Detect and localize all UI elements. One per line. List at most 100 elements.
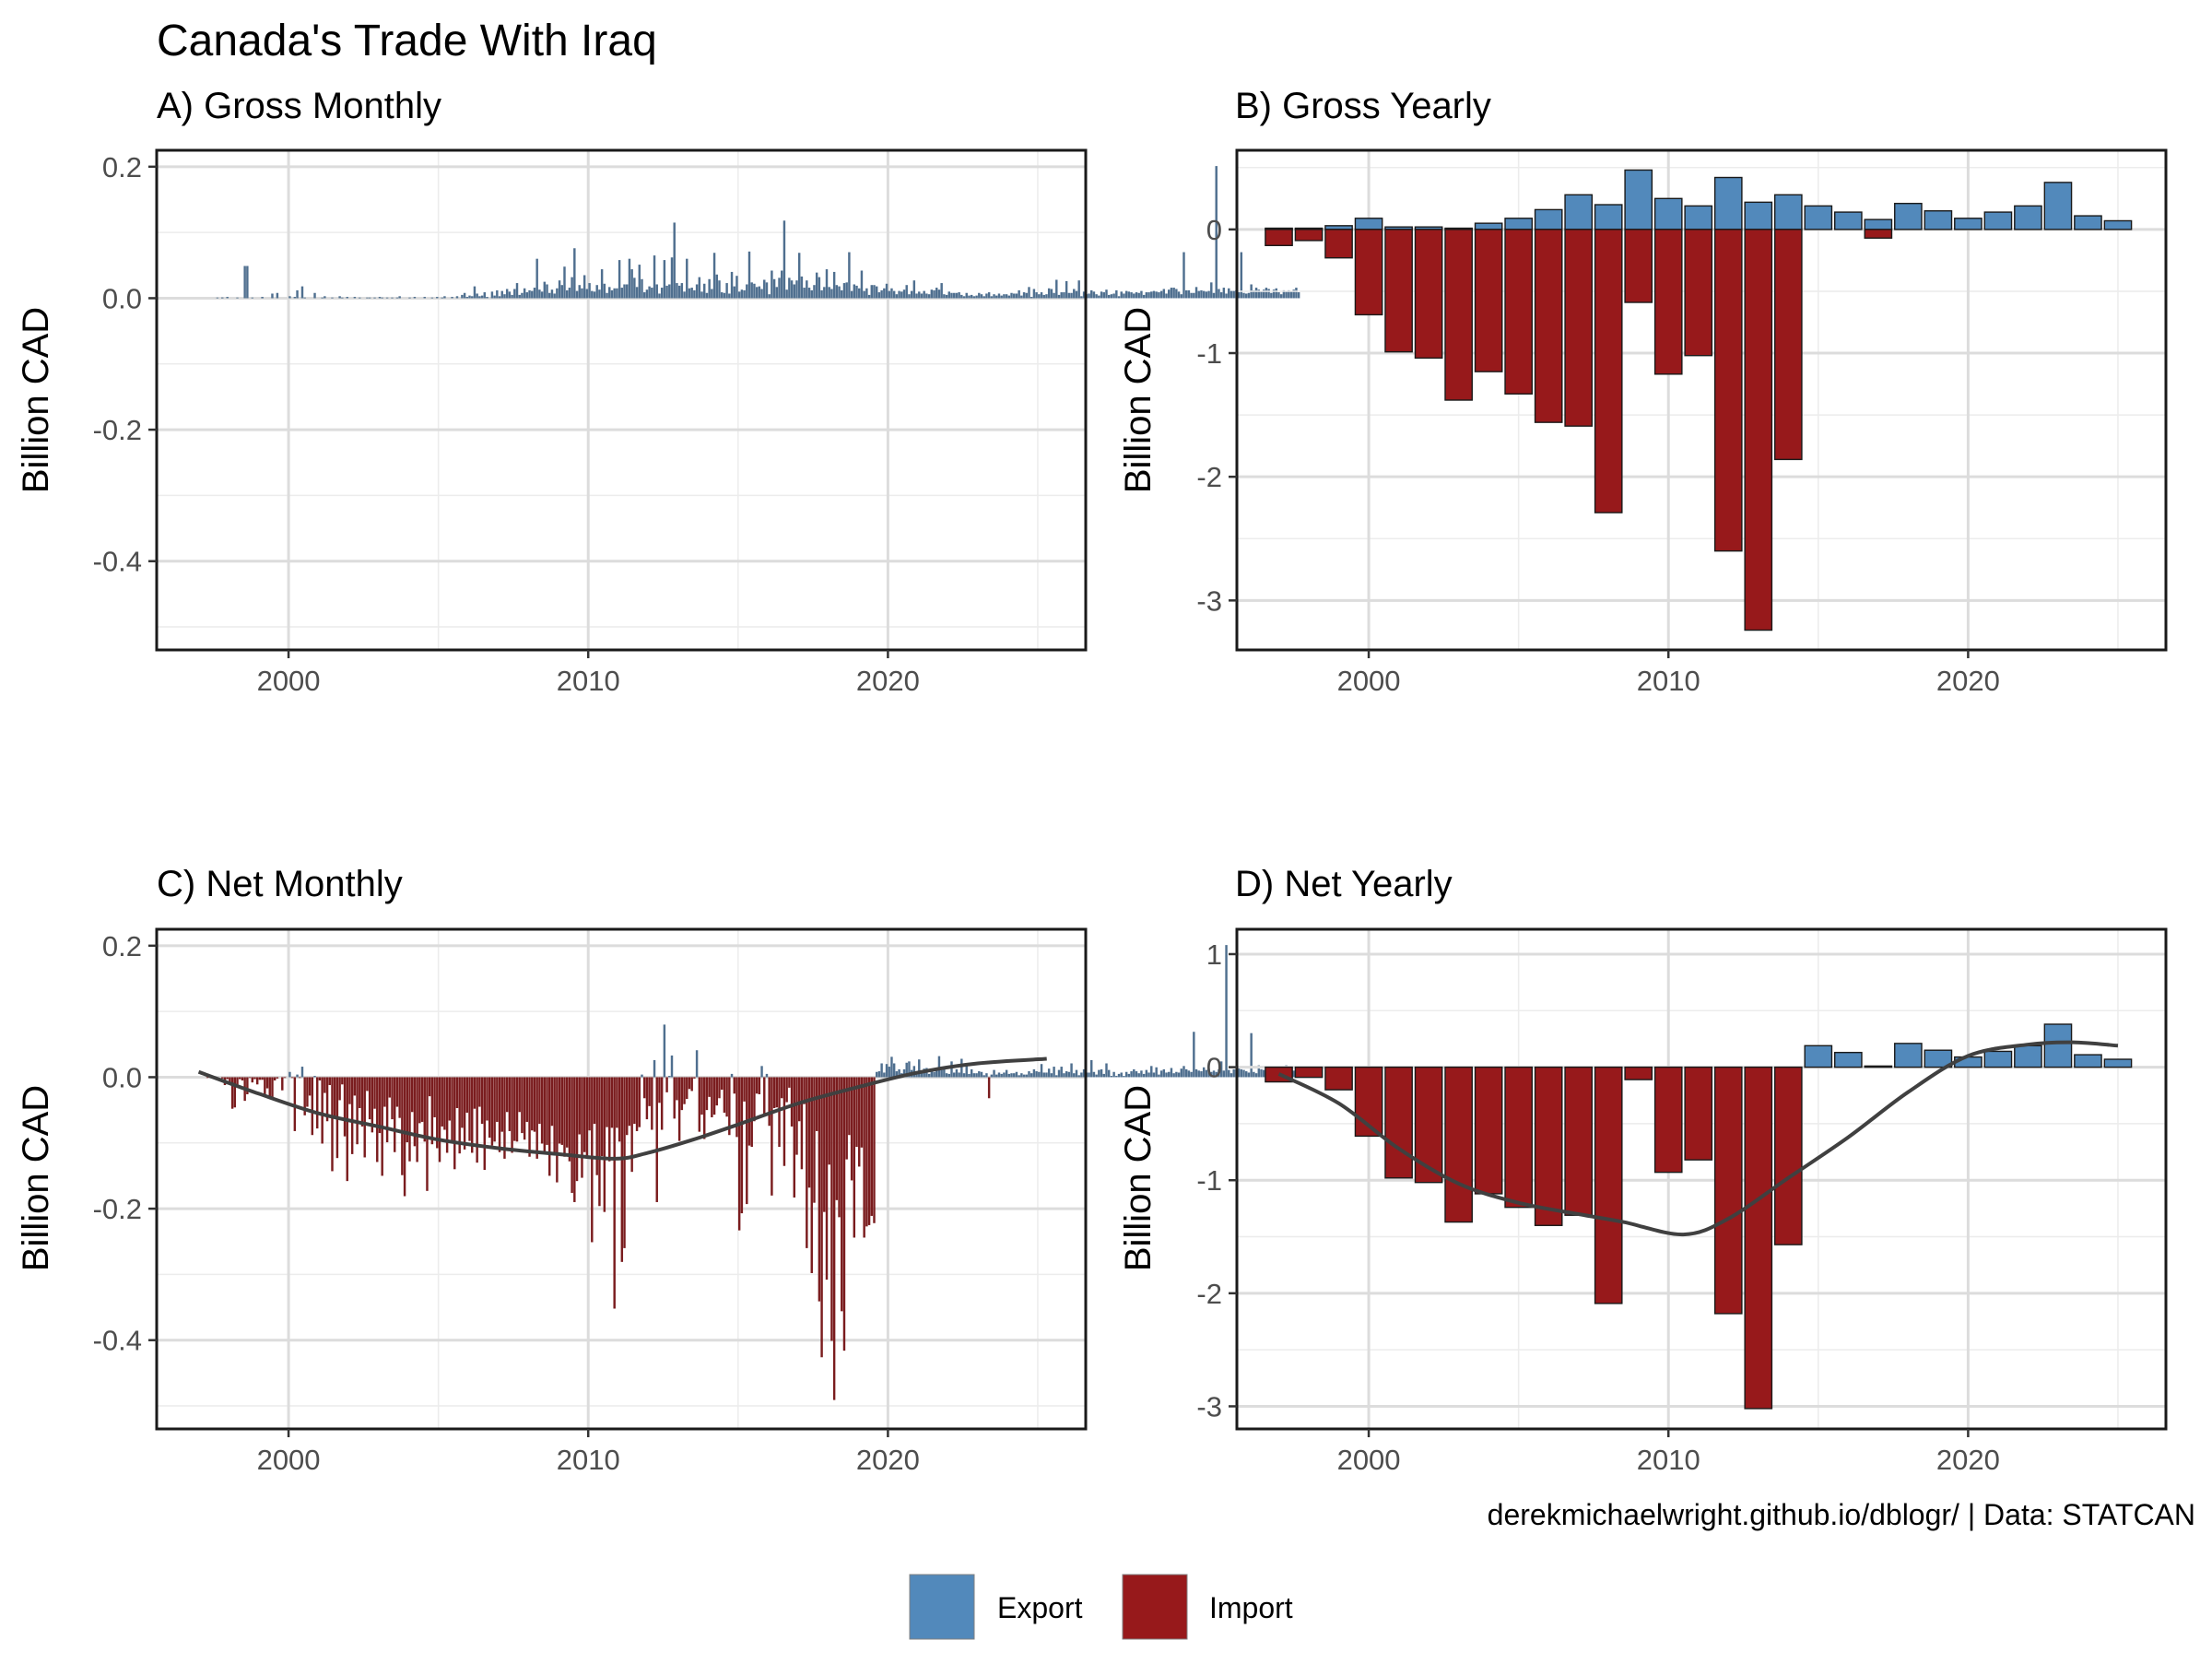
panel-c-bar (1110, 1076, 1113, 1078)
panel-a-bar (1225, 293, 1228, 299)
panel-a-bar (755, 287, 759, 299)
panel-c-bar (426, 1077, 429, 1191)
panel-c-bar (1257, 1065, 1260, 1078)
panel-a-bar (1288, 289, 1290, 299)
panel-d-bar (1474, 1066, 1503, 1195)
panel-d-plot: 2000 2010 2020 1 0 -1 -2 -3 (1196, 927, 2168, 1476)
panel-c-bar (241, 1077, 244, 1081)
panel-c-bar (873, 1077, 876, 1223)
panel-c-bar (1200, 1071, 1203, 1078)
panel-c-bar (1242, 1069, 1245, 1078)
panel-a-bar (246, 266, 249, 299)
panel-c-bar (835, 1077, 839, 1200)
panel-a-bar (1115, 289, 1118, 299)
panel-a-bar (841, 289, 843, 299)
panel-a-bar (503, 294, 506, 299)
panel-c-bar (455, 1077, 459, 1108)
panel-c-bar (616, 1077, 618, 1128)
panel-c-bar (1098, 1069, 1100, 1078)
panel-c-bar (1088, 1072, 1090, 1078)
panel-a-bar (693, 289, 696, 299)
panel-a-bar (1003, 294, 1006, 299)
legend-swatch-import (1122, 1574, 1188, 1640)
panel-c-bar (875, 1071, 878, 1078)
panel-a-bar (391, 297, 394, 299)
panel-a-bar (236, 297, 239, 299)
panel-a-bar (1282, 289, 1286, 299)
panel-b-bar (1504, 218, 1533, 230)
panel-b-bar (1804, 205, 1833, 230)
panel-a-bar (1168, 289, 1171, 299)
panel-c-bar (571, 1077, 573, 1193)
panel-a-bar (1212, 292, 1216, 299)
panel-c-bar (578, 1077, 581, 1135)
panel-a-bar (1090, 289, 1093, 299)
panel-c-bar (1207, 1068, 1210, 1078)
panel-a-bar (366, 297, 369, 299)
panel-c-bar (1032, 1068, 1036, 1078)
panel-c-bar (863, 1077, 865, 1238)
panel-c-bar (1140, 1070, 1143, 1078)
panel-a-bar (553, 293, 556, 299)
panel-a-bar (1092, 291, 1096, 299)
panel-c-bar (841, 1077, 843, 1312)
panel-a-bar (1245, 293, 1248, 299)
panel-a-bar (835, 285, 839, 299)
panel-a-bar (1022, 292, 1026, 299)
panel-a-bar (500, 290, 503, 299)
panel-b-bar (1294, 229, 1324, 242)
panel-c-bar (633, 1077, 636, 1125)
panel-c-bar (980, 1071, 983, 1078)
panel-c-bar (1053, 1067, 1055, 1078)
panel-a-bar (1150, 291, 1153, 299)
panel-c-bar (613, 1077, 616, 1309)
panel-a-bar (1230, 290, 1233, 299)
panel-c-bar (508, 1077, 512, 1131)
panel-a-bar (493, 295, 496, 299)
panel-a-bar (1112, 293, 1115, 299)
panel-a-bar (1205, 291, 1208, 299)
panel-c-bar (226, 1077, 229, 1080)
panel-a-bar (618, 260, 621, 299)
panel-a-bar (523, 288, 526, 299)
panel-c-bar (877, 1071, 881, 1078)
panel-c-bar (890, 1056, 893, 1078)
panel-a-bar (676, 283, 678, 299)
panel-a-bar (1222, 288, 1226, 299)
panel-d-bar (1804, 1044, 1833, 1068)
panel-c-bar (1260, 1068, 1263, 1078)
panel-d-bar (1744, 1066, 1773, 1410)
panel-a-bar (1124, 290, 1128, 299)
panel-a-bar (947, 291, 950, 299)
panel-c-bar (648, 1077, 651, 1106)
panel-c-bar (733, 1077, 735, 1094)
panel-a-bar (546, 284, 548, 299)
panel-a-bar (465, 297, 469, 299)
panel-c-plot: 2000 2010 2020 0.2 0.0 -0.2 -0.4 (93, 927, 1311, 1476)
panel-a-bar (303, 297, 306, 299)
panel-a-bar (1292, 289, 1295, 299)
panel-c-bar (458, 1077, 461, 1154)
panel-a-bar (670, 257, 674, 299)
panel-d-bar (1444, 1066, 1473, 1223)
panel-a-ylabel: Billion CAD (16, 307, 56, 493)
panel-a-bar (1073, 289, 1076, 299)
panel-a-bar (575, 290, 579, 299)
panel-a-xtick-label: 2020 (856, 665, 920, 697)
panel-a-bar (945, 294, 948, 299)
panel-a-bar (1100, 291, 1103, 299)
panel-a-bar (1127, 291, 1131, 299)
panel-c-bar (548, 1077, 551, 1176)
panel-a-bar (1080, 296, 1083, 299)
panel-c-bar (815, 1077, 818, 1131)
panel-a-bar (877, 292, 881, 299)
panel-c-bar (600, 1077, 604, 1157)
panel-c-bar (575, 1077, 579, 1182)
panel-a-xtick-label: 2010 (557, 665, 620, 697)
panel-a-bar (1050, 289, 1053, 299)
panel-a-bar (436, 297, 439, 299)
panel-c-bar (758, 1077, 761, 1095)
panel-c-bar (830, 1077, 833, 1341)
panel-a-bar (715, 274, 718, 299)
panel-a-bar (359, 297, 361, 299)
